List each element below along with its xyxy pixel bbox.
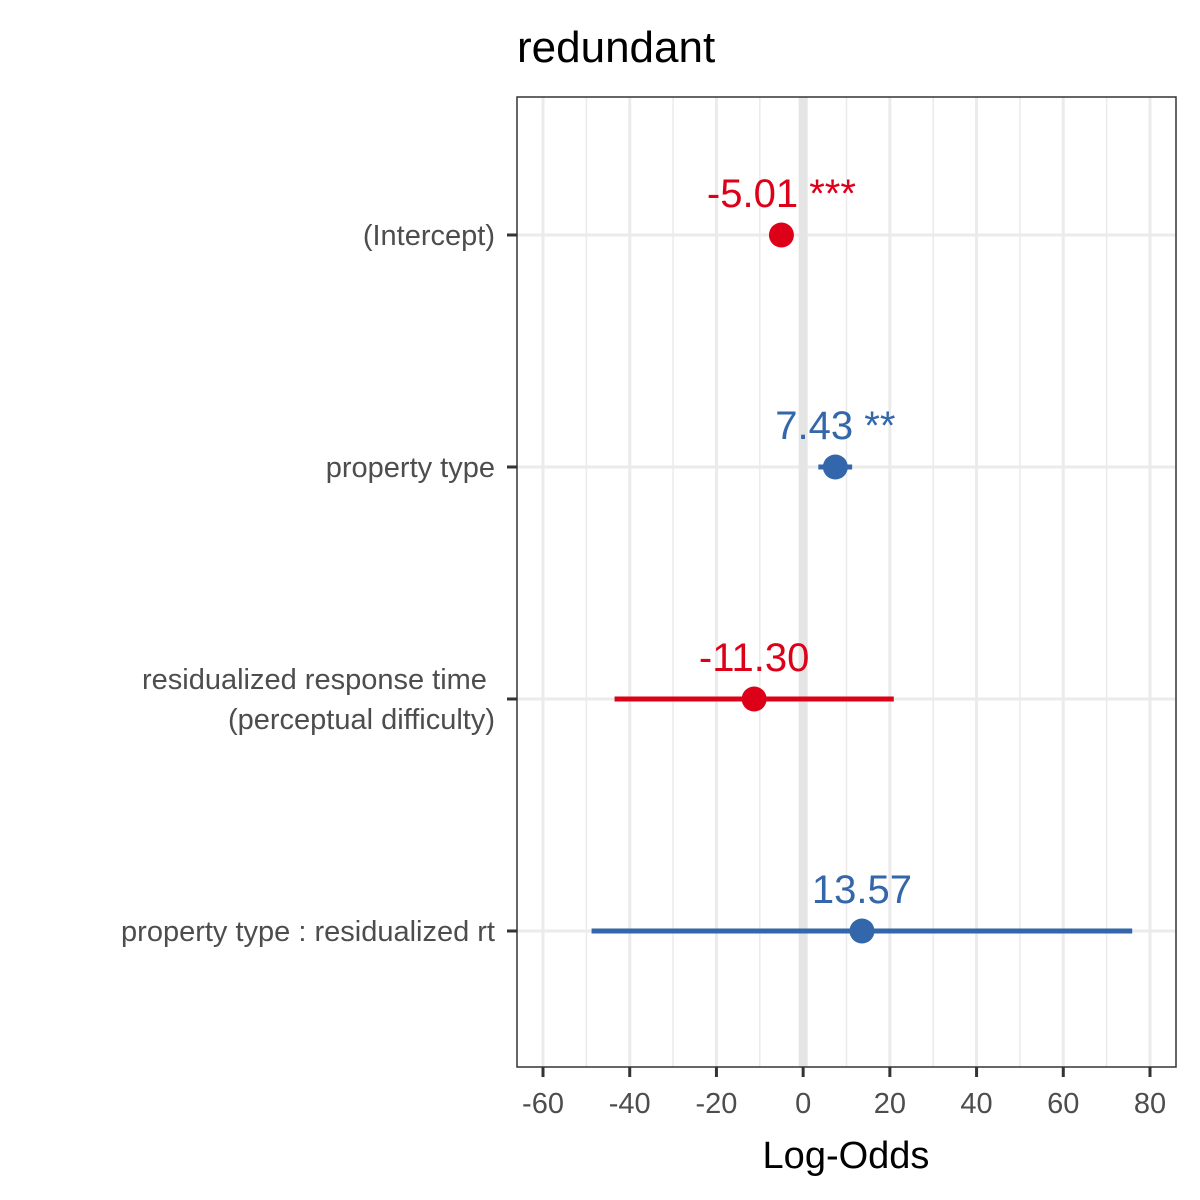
y-tick-label: property type : residualized rt	[121, 916, 495, 948]
estimate-point	[822, 454, 848, 480]
estimate-point	[741, 686, 767, 712]
x-axis-label: Log-Odds	[763, 1135, 930, 1177]
x-tick-label: -20	[695, 1088, 737, 1120]
x-tick-label: -60	[522, 1088, 564, 1120]
x-tick-label: 80	[1134, 1088, 1166, 1120]
y-tick-label: (Intercept)	[363, 220, 495, 252]
estimate-label: -5.01 ***	[707, 172, 856, 216]
x-tick-label: 20	[874, 1088, 906, 1120]
panel-border	[516, 96, 1177, 1068]
estimate-point	[768, 222, 794, 248]
y-tick-label: (perceptual difficulty)	[228, 704, 495, 736]
estimate-label: 13.57	[812, 868, 912, 912]
x-tick-label: 40	[960, 1088, 992, 1120]
plot-area: -5.01 *** 7.43 ** -11.30 13.57 (Intercept) pr…	[121, 96, 1177, 1120]
chart-title: redundant	[517, 23, 715, 72]
y-tick-label: residualized response time	[142, 664, 495, 696]
x-tick-label: 60	[1047, 1088, 1079, 1120]
y-tick-label: property type	[326, 452, 495, 484]
estimate-label: 7.43 **	[775, 404, 895, 448]
estimate-label: -11.30	[699, 636, 809, 680]
estimate-point	[849, 918, 875, 944]
x-tick-label: -40	[609, 1088, 651, 1120]
x-tick-label: 0	[795, 1088, 811, 1120]
